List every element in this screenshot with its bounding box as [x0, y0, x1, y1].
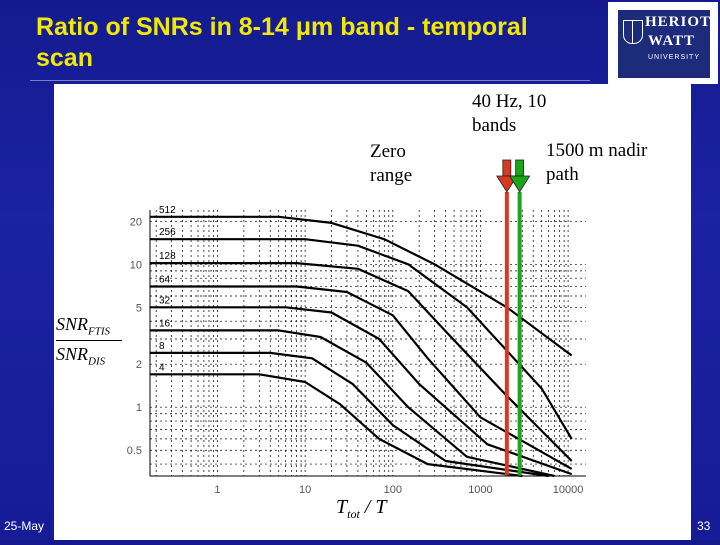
logo-text-heriot: HERIOT [645, 14, 712, 30]
title-line-1: Ratio of SNRs in 8-14 μm band - temporal [36, 13, 528, 41]
y-axis-label: SNRFTIS SNRDIS [56, 314, 122, 367]
curve-label-32: 32 [159, 295, 171, 306]
annotation-zero-range: Zero range [370, 141, 413, 186]
y-tick-label: 20 [130, 216, 142, 228]
title-divider [30, 80, 590, 81]
series-line-16 [150, 329, 555, 478]
annotation-nadir-path: 1500 m nadir path [546, 140, 648, 185]
curve-label-4: 4 [159, 362, 165, 373]
marker-layer [504, 192, 522, 476]
marker-arrow-head-green [508, 175, 531, 193]
y-tick-label: 0.5 [127, 445, 142, 457]
y-tick-label: 5 [136, 302, 142, 314]
curve-label-layer: 512 256 128 64 32 16 8 4 [159, 205, 176, 373]
curve-label-64: 64 [159, 274, 171, 285]
x-tick-label: 10000 [553, 484, 584, 496]
logo-text-watt: WATT [648, 33, 696, 49]
university-logo: HERIOT WATT UNIVERSITY [608, 2, 718, 84]
curve-label-512: 512 [159, 205, 176, 216]
x-axis-label: Ttot / T [336, 496, 387, 521]
curve-label-16: 16 [159, 318, 171, 329]
x-tick-label: 10 [299, 484, 311, 496]
figure-panel: 1 10 100 1000 10000 0.5 1 2 5 10 20 512 256 128 64 32 1… [54, 84, 691, 540]
marker-arrow-shaft-red [502, 159, 512, 177]
series-line-4 [150, 373, 523, 478]
curve-label-8: 8 [159, 341, 165, 352]
series-line-8 [150, 351, 549, 478]
axis-layer [149, 210, 586, 477]
slide-title: Ratio of SNRs in 8-14 μm band - temporal… [36, 12, 596, 74]
series-layer [150, 215, 573, 478]
logo-text-university: UNIVERSITY [648, 54, 701, 61]
tick-label-layer: 1 10 100 1000 10000 0.5 1 2 5 10 20 [127, 216, 584, 496]
y-tick-label: 2 [136, 359, 142, 371]
curve-label-256: 256 [159, 227, 176, 238]
footer-date: 25-May [4, 519, 45, 533]
series-line-64 [150, 285, 573, 470]
y-label-denominator: SNRDIS [56, 343, 106, 368]
crest-icon [623, 20, 643, 44]
x-tick-label: 100 [384, 484, 402, 496]
page-number: 33 [697, 519, 711, 533]
y-label-numerator: SNRFTIS [56, 314, 111, 338]
marker-arrow-shaft-green [515, 159, 525, 177]
title-line-2: scan [36, 44, 93, 72]
series-line-256 [150, 238, 573, 440]
curve-label-128: 128 [159, 251, 176, 262]
series-line-32 [150, 306, 573, 476]
y-label-fraction-bar [56, 339, 122, 341]
x-tick-label: 1 [214, 484, 220, 496]
x-tick-label: 1000 [468, 484, 492, 496]
marker-arrow-layer [496, 159, 531, 193]
y-tick-label: 10 [130, 259, 142, 271]
logo-plate: HERIOT WATT UNIVERSITY [618, 10, 710, 78]
annotation-rate: 40 Hz, 10 bands [472, 91, 547, 136]
y-tick-label: 1 [136, 402, 142, 414]
